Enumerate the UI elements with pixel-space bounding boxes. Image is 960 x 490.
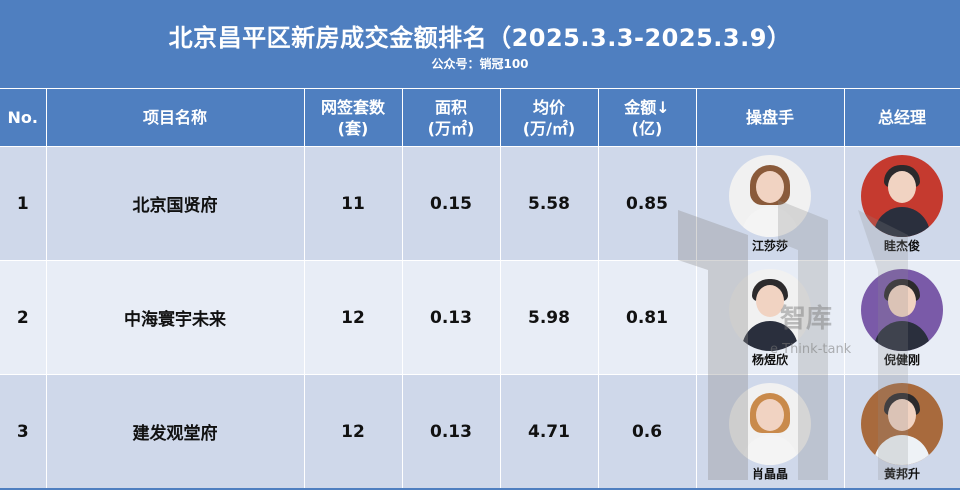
cell-operator: 江莎莎 [696,146,845,261]
col-header-operator: 操盘手 [696,88,845,147]
male-avatar-icon [861,382,943,465]
female-avatar-icon [729,154,811,237]
female-avatar-icon [729,382,811,465]
col-header-amount-line2: (亿) [631,118,663,138]
cell-manager: 眭杰俊 [844,146,960,261]
cell-price: 5.98 [500,260,599,375]
operator-name: 江莎莎 [751,238,788,253]
col-header-no: No. [0,88,47,147]
manager-name: 倪健刚 [883,352,920,367]
cell-project: 建发观堂府 [46,374,305,490]
col-header-manager: 总经理 [844,88,960,147]
cell-units: 12 [304,260,403,375]
cell-project: 中海寰宇未来 [46,260,305,375]
col-header-price-line2: (万/㎡) [522,118,576,138]
col-header-area: 面积 (万㎡) [402,88,501,147]
cell-operator: 杨煜欣 [696,260,845,375]
col-header-price: 均价 (万/㎡) [500,88,599,147]
manager-name: 黄邦升 [883,466,920,481]
col-header-project: 项目名称 [46,88,305,147]
col-header-units: 网签套数 (套) [304,88,403,147]
cell-amount: 0.85 [598,146,697,261]
title-banner: 北京昌平区新房成交金额排名（2025.3.3-2025.3.9） 公众号：销冠1… [0,0,960,88]
col-header-units-line1: 网签套数 [320,97,385,117]
ranking-table: No. 项目名称 网签套数 (套) 面积 (万㎡) 均价 (万/㎡) 金额↓ (亿) 操… [0,88,960,490]
cell-units: 11 [304,146,403,261]
col-header-price-line1: 均价 [532,97,565,117]
cell-no: 1 [0,146,47,261]
manager-name: 眭杰俊 [883,238,920,253]
col-header-units-line2: (套) [337,118,369,138]
cell-amount: 0.6 [598,374,697,490]
male-avatar-icon [861,268,943,351]
cell-area: 0.13 [402,260,501,375]
cell-manager: 倪健刚 [844,260,960,375]
col-header-area-line1: 面积 [434,97,467,117]
cell-area: 0.13 [402,374,501,490]
page-subtitle: 公众号：销冠100 [431,57,529,71]
col-header-amount-line1: 金额↓ [624,97,670,117]
cell-no: 2 [0,260,47,375]
cell-units: 12 [304,374,403,490]
cell-area: 0.15 [402,146,501,261]
cell-operator: 肖晶晶 [696,374,845,490]
operator-name: 杨煜欣 [751,352,788,367]
male-avatar-icon [861,154,943,237]
cell-project: 北京国贤府 [46,146,305,261]
male-avatar-icon [729,268,811,351]
table-row: 1 北京国贤府 11 0.15 5.58 0.85 江莎莎 眭杰俊 [0,146,960,261]
col-header-amount[interactable]: 金额↓ (亿) [598,88,697,147]
page-title: 北京昌平区新房成交金额排名（2025.3.3-2025.3.9） [168,24,792,52]
col-header-area-line2: (万㎡) [427,118,475,138]
table-header-row: No. 项目名称 网签套数 (套) 面积 (万㎡) 均价 (万/㎡) 金额↓ (亿) 操… [0,88,960,147]
cell-price: 4.71 [500,374,599,490]
cell-amount: 0.81 [598,260,697,375]
table-row: 3 建发观堂府 12 0.13 4.71 0.6 肖晶晶 黄邦升 [0,374,960,490]
cell-no: 3 [0,374,47,490]
cell-price: 5.58 [500,146,599,261]
cell-manager: 黄邦升 [844,374,960,490]
operator-name: 肖晶晶 [751,466,788,481]
table-row: 2 中海寰宇未来 12 0.13 5.98 0.81 杨煜欣 倪健刚 [0,260,960,375]
